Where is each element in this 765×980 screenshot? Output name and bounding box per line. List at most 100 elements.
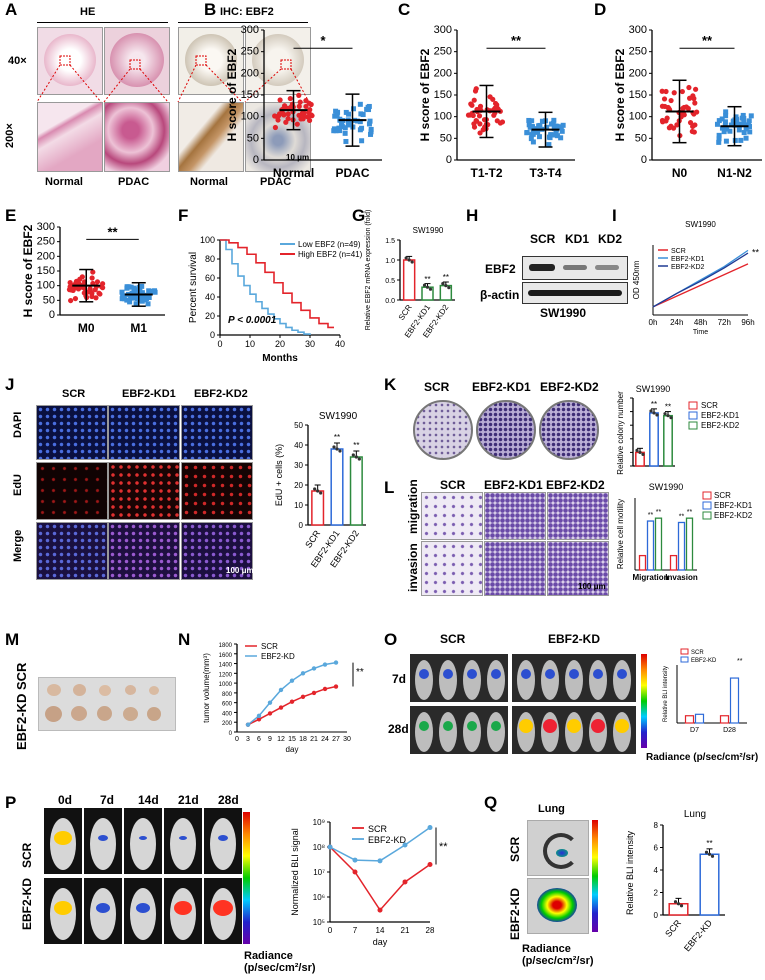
- j-col-kd2: EBF2-KD2: [194, 388, 248, 400]
- j-edu-kd2: [181, 462, 253, 520]
- mouse: [90, 818, 116, 870]
- chart-e-y-tick-label: 200: [37, 250, 55, 262]
- p-day-28: 28d: [218, 793, 239, 807]
- data-point: [277, 97, 283, 103]
- data-point: [128, 284, 134, 290]
- sig-label: **: [353, 441, 359, 450]
- data-point: [663, 88, 669, 95]
- chart-g-y-tick-label: 0.0: [385, 298, 395, 305]
- data-point: [357, 127, 363, 133]
- data-point: [663, 412, 667, 416]
- bli-signal: [136, 903, 150, 913]
- data-point: [692, 122, 698, 128]
- legend-label: EBF2-KD2: [671, 264, 705, 271]
- p-mice: [44, 808, 242, 944]
- chart-c-y-tick-label: 0: [446, 154, 452, 166]
- data-point: [306, 117, 313, 124]
- chart-j-y-tick-label: 40: [294, 441, 303, 450]
- y-tick-label: 10⁷: [313, 868, 325, 877]
- data-point: [124, 285, 130, 291]
- bli-signal: [617, 669, 627, 679]
- chart-b-y-tick-label: 100: [241, 111, 259, 123]
- sig-label: **: [752, 248, 760, 258]
- data-point: [303, 103, 309, 110]
- scalebar-l: 100 μm: [578, 582, 606, 591]
- j-row-merge: Merge: [12, 529, 24, 562]
- bar: [669, 554, 678, 571]
- data-point: [428, 287, 433, 291]
- x-tick-label: 48h: [694, 318, 707, 327]
- chart-c-y-tick-label: 100: [434, 111, 452, 123]
- bli-signal: [521, 669, 531, 679]
- bli-signal: [443, 669, 453, 679]
- data-point: [471, 97, 477, 103]
- data-point: [638, 450, 642, 454]
- scalebar-j: 100 μm: [226, 566, 254, 575]
- sig-label: **: [687, 509, 693, 516]
- legend-label: EBF2-KD: [368, 835, 407, 845]
- panel-letter-c: C: [398, 0, 411, 19]
- chart-title: SW1990: [685, 220, 716, 229]
- data-point: [93, 295, 99, 301]
- legend-swatch: [702, 491, 712, 500]
- data-point: [97, 291, 103, 297]
- sig-label: **: [706, 839, 712, 848]
- l-mig-kd1: [484, 492, 546, 540]
- y-axis-label: H score of EBF2: [225, 48, 239, 141]
- o-row-28d: 28d: [388, 722, 409, 736]
- chart-j-y-tick-label: 50: [294, 421, 303, 430]
- data-point: [723, 138, 729, 144]
- chart-f-y-tick-label: 40: [205, 292, 215, 302]
- data-point: [121, 296, 127, 302]
- y-axis-label: Normalized BLI signal: [290, 828, 300, 916]
- k-dish-kd2: [539, 400, 599, 460]
- mouse: [415, 712, 433, 752]
- he-pdac-200x: [104, 102, 170, 172]
- x-tick-label: 15: [288, 736, 296, 743]
- data-point: [407, 258, 411, 262]
- x-tick-label: M0: [78, 321, 95, 335]
- chart-c-y-tick-label: 300: [434, 24, 452, 36]
- mouse: [463, 660, 481, 700]
- data-point: [736, 127, 742, 133]
- x-tick-label: D7: [690, 727, 699, 734]
- panel-letter-b: B: [204, 0, 217, 19]
- chart-e-y-tick-label: 300: [37, 221, 55, 233]
- bli-signal: [615, 719, 629, 733]
- y-axis-label: EdU + cells (%): [274, 444, 284, 506]
- data-point: [692, 100, 698, 106]
- blot-ebf2: [522, 256, 628, 280]
- data-point: [336, 125, 342, 131]
- data-point: [121, 293, 127, 299]
- panel-letter-p: P: [5, 793, 17, 812]
- bli-signal: [419, 669, 429, 679]
- y-axis-label: H score of EBF2: [418, 48, 432, 141]
- legend-swatch: [688, 411, 698, 420]
- x-tick-label: 96h: [741, 318, 754, 327]
- q-row-kd: EBF2-KD: [508, 887, 522, 940]
- bar: [719, 715, 730, 724]
- x-tick-label: 21: [401, 926, 410, 935]
- data-point: [319, 491, 323, 495]
- data-point: [704, 850, 709, 854]
- bar: [649, 412, 659, 467]
- data-point: [133, 301, 139, 307]
- ihc-normal-40x: [178, 27, 244, 95]
- data-point: [368, 126, 374, 132]
- data-point: [550, 120, 556, 126]
- q-lung-kd: [527, 878, 589, 934]
- k-dish-kd1: [476, 400, 536, 460]
- data-point: [357, 119, 363, 125]
- p-row-kd: EBF2-KD: [20, 877, 34, 930]
- data-point: [733, 114, 739, 120]
- data-point: [746, 118, 752, 124]
- data-point: [560, 122, 566, 128]
- bar: [402, 259, 416, 301]
- q-lung-scr: [527, 820, 589, 876]
- legend-swatch: [702, 511, 712, 520]
- bli-signal: [543, 719, 557, 733]
- sig-label: **: [679, 513, 685, 520]
- col-normal-ihc: Normal: [190, 176, 228, 188]
- data-point: [652, 411, 656, 415]
